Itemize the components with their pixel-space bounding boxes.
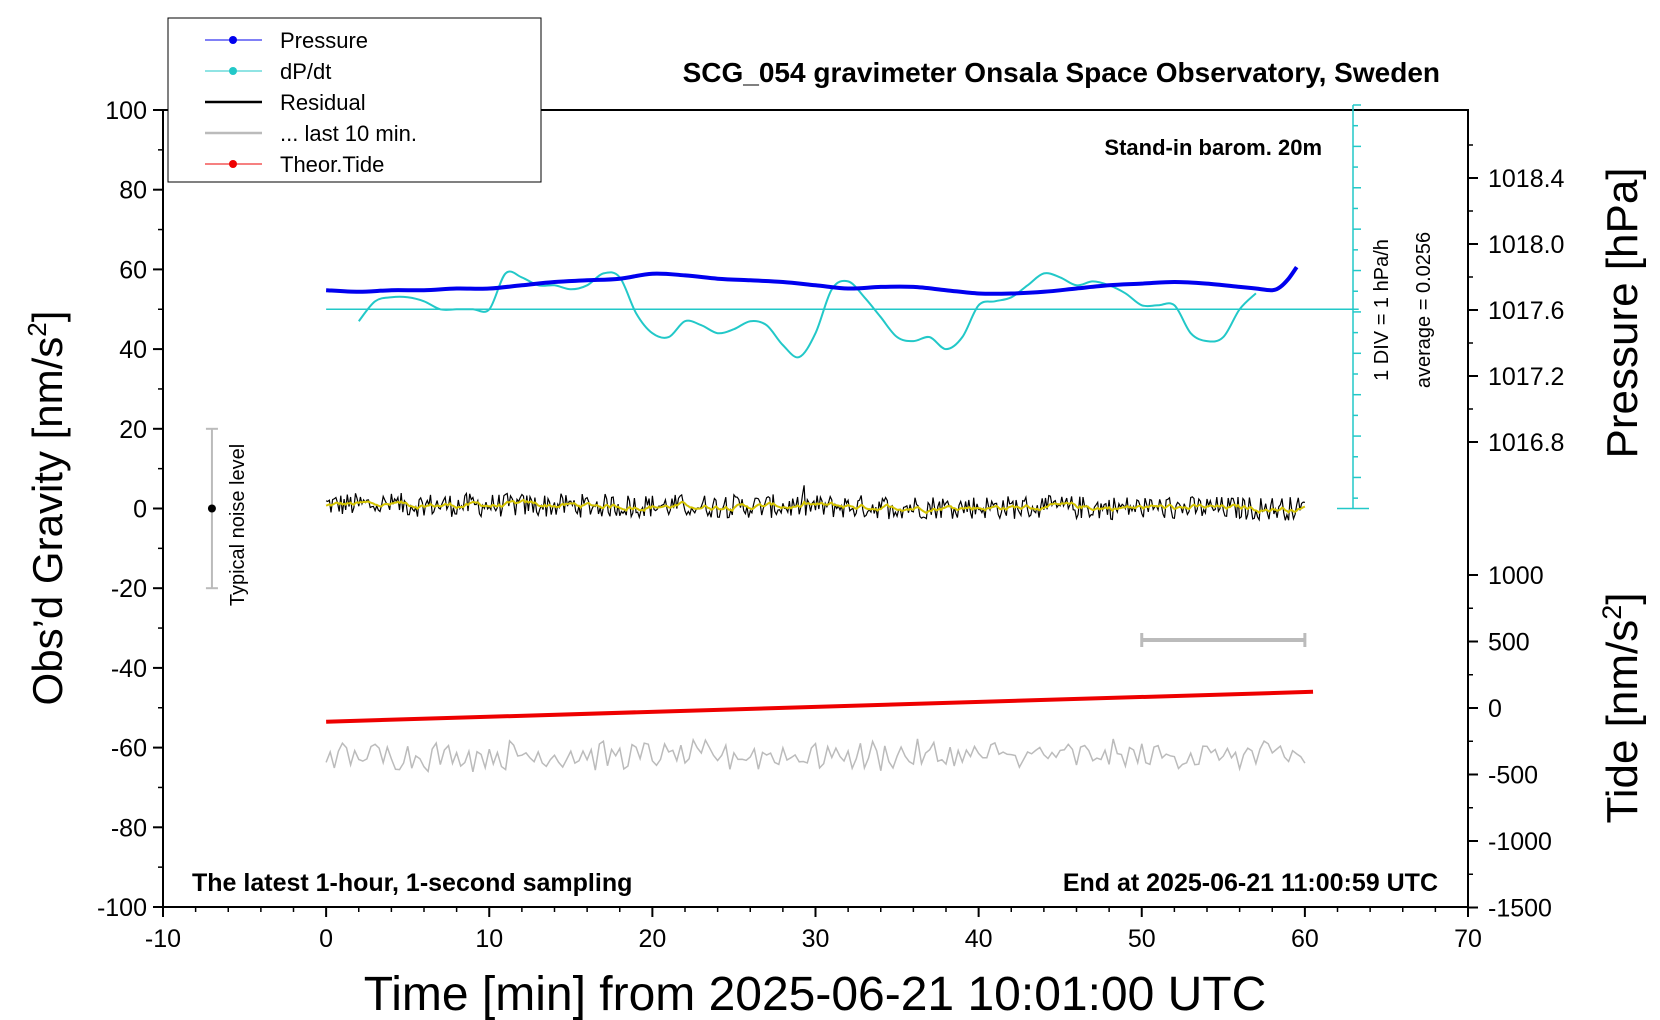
tide-axis-label: Tide [nm/s2] bbox=[1597, 592, 1647, 823]
legend-swatch-dot bbox=[229, 67, 237, 75]
y-tick-label: -20 bbox=[111, 575, 147, 603]
tide-tick-label: -1000 bbox=[1488, 828, 1552, 856]
tide-tick-label: -1500 bbox=[1488, 895, 1552, 923]
noise-note: Typical noise level bbox=[227, 444, 249, 606]
legend-label: Theor.Tide bbox=[280, 152, 384, 177]
y-tick-label: 0 bbox=[133, 496, 147, 524]
tide-tick-label: -500 bbox=[1488, 762, 1538, 790]
x-tick-label: 0 bbox=[319, 925, 333, 953]
legend-label: ... last 10 min. bbox=[280, 121, 417, 146]
noise-bar-dot bbox=[207, 504, 216, 513]
pressure-tick-label: 1017.6 bbox=[1488, 297, 1564, 325]
legend-items: Pressure dP/dt Residual ... last 10 min. The… bbox=[205, 28, 417, 177]
tide-line bbox=[326, 689, 1314, 724]
bottom-right-note: End at 2025-06-21 11:00:59 UTC bbox=[1063, 869, 1438, 897]
pressure-tick-label: 1018.0 bbox=[1488, 231, 1564, 259]
pressure-tick-label: 1016.8 bbox=[1488, 429, 1564, 457]
y-tick-label: 40 bbox=[119, 336, 147, 364]
x-tick-label: 20 bbox=[638, 925, 666, 953]
y-tick-label: 60 bbox=[119, 256, 147, 284]
y-tick-label: 20 bbox=[119, 416, 147, 444]
dpdt-scale-note: 1 DIV = 1 hPa/h bbox=[1371, 239, 1393, 381]
legend-swatch-dot bbox=[229, 36, 237, 44]
y-tick-label: 80 bbox=[119, 177, 147, 205]
x-tick-label: -10 bbox=[145, 925, 181, 953]
y-tick-label: -60 bbox=[111, 735, 147, 763]
legend-swatch-dot bbox=[229, 160, 237, 168]
x-tick-label: 70 bbox=[1454, 925, 1482, 953]
chart-title: SCG_054 gravimeter Onsala Space Observat… bbox=[683, 57, 1440, 88]
x-tick-label: 60 bbox=[1291, 925, 1319, 953]
y-axis-label-left: Obs’d Gravity [nm/s2] bbox=[22, 311, 71, 706]
pressure-line bbox=[325, 265, 1299, 296]
tide-tick-label: 500 bbox=[1488, 629, 1530, 657]
barometer-note: Stand-in barom. 20m bbox=[1104, 135, 1322, 160]
legend-box bbox=[167, 17, 542, 183]
y-tick-label: -100 bbox=[97, 894, 147, 922]
legend-label: dP/dt bbox=[280, 59, 331, 84]
y-tick-label: -80 bbox=[111, 814, 147, 842]
residual-smoothed-line bbox=[325, 498, 1306, 515]
legend-label: Residual bbox=[280, 90, 366, 115]
x-tick-label: 10 bbox=[475, 925, 503, 953]
bottom-left-note: The latest 1-hour, 1-second sampling bbox=[192, 869, 632, 897]
y-tick-label: 100 bbox=[105, 97, 147, 125]
dpdt-average-note: average = 0.0256 bbox=[1413, 232, 1435, 388]
pressure-tick-label: 1017.2 bbox=[1488, 363, 1564, 391]
legend: Pressure dP/dt Residual ... last 10 min. The… bbox=[167, 17, 542, 183]
x-tick-label: 30 bbox=[802, 925, 830, 953]
pressure-axis-label: Pressure [hPa] bbox=[1598, 167, 1647, 458]
series-group bbox=[205, 104, 1369, 774]
last-10-min-line bbox=[325, 737, 1306, 774]
legend-label: Pressure bbox=[280, 28, 368, 53]
tide-tick-label: 1000 bbox=[1488, 562, 1544, 590]
y-tick-label: -40 bbox=[111, 655, 147, 683]
x-axis-label: Time [min] from 2025-06-21 10:01:00 UTC bbox=[364, 968, 1267, 1020]
x-tick-label: 40 bbox=[965, 925, 993, 953]
axes-group: -10 0 10 20 30 40 50 60 70100806040200-20-40-60-… bbox=[97, 97, 1565, 953]
pressure-tick-label: 1018.4 bbox=[1488, 165, 1565, 193]
tide-tick-label: 0 bbox=[1488, 695, 1502, 723]
x-tick-label: 50 bbox=[1128, 925, 1156, 953]
